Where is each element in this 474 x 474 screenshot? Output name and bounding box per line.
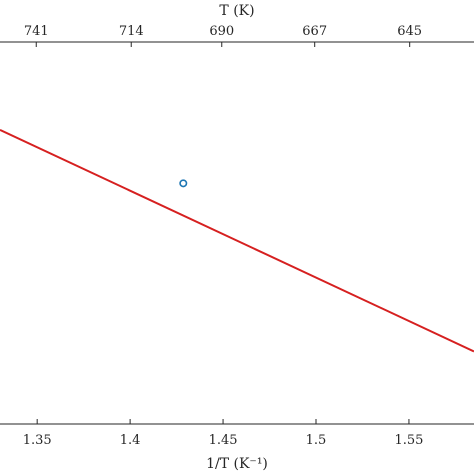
top-tick-label: 667 xyxy=(302,24,327,39)
top-tick-label: 645 xyxy=(397,24,422,39)
top-tick-label: 690 xyxy=(209,24,234,39)
top-axis-title: T (K) xyxy=(219,3,254,19)
bottom-tick-label: 1.5 xyxy=(306,433,327,448)
top-tick-label: 714 xyxy=(119,24,144,39)
top-tick-label: 741 xyxy=(24,24,49,39)
bottom-tick-label: 1.55 xyxy=(394,433,423,448)
fit-line xyxy=(0,128,474,353)
data-point-marker xyxy=(179,179,188,188)
bottom-tick-label: 1.45 xyxy=(209,433,238,448)
bottom-axis-title: 1/T (K⁻¹) xyxy=(206,456,268,472)
bottom-tick-label: 1.4 xyxy=(120,433,141,448)
bottom-tick-label: 1.35 xyxy=(23,433,52,448)
